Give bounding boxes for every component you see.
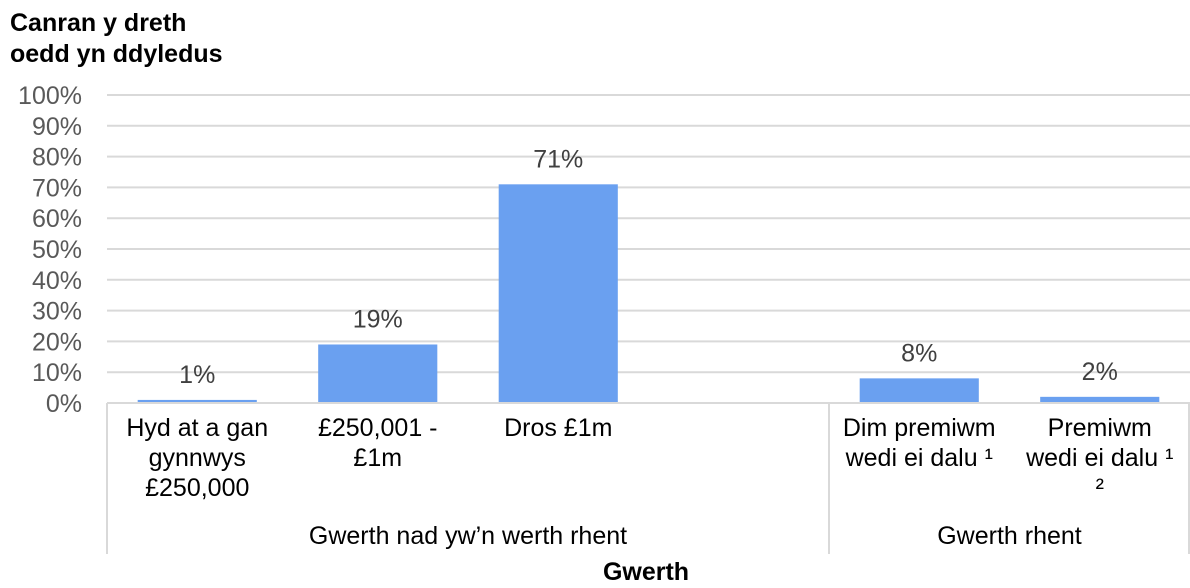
y-tick-label: 80% — [32, 144, 82, 172]
group-label: Gwerth nad yw’n werth rhent — [309, 522, 627, 550]
category-label: Hyd at a gan — [126, 414, 268, 442]
bar — [1040, 396, 1160, 403]
group-label: Gwerth rhent — [937, 522, 1082, 550]
bars: 1% 19% 71% 8% 2% — [137, 145, 1160, 403]
category-label: ² — [1096, 474, 1104, 502]
y-tick-label: 0% — [46, 390, 82, 418]
category-label: wedi ei dalu ¹ — [845, 444, 993, 472]
category-label: Dim premiwm — [843, 414, 996, 442]
data-label: 8% — [901, 339, 937, 367]
y-tick-label: 60% — [32, 205, 82, 233]
bar — [498, 184, 618, 403]
y-tick-label: 50% — [32, 236, 82, 264]
category-label: £250,001 - — [318, 414, 438, 442]
data-label: 1% — [179, 361, 215, 389]
y-tick-label: 90% — [32, 113, 82, 141]
y-axis-ticks: 0% 10% 20%30% 40% 50% 60% 70%80% 90% 100% — [18, 82, 82, 418]
x-axis-title: Gwerth — [603, 558, 689, 586]
y-tick-label: 100% — [18, 82, 82, 110]
bar — [137, 399, 257, 403]
y-axis-title: Canran y dreth oedd yn ddyledus — [10, 9, 223, 68]
category-label: Dros £1m — [504, 414, 612, 442]
category-label: £1m — [353, 444, 402, 472]
y-tick-label: 10% — [32, 359, 82, 387]
category-label: gynnwys — [149, 444, 246, 472]
category-label: £250,000 — [145, 474, 249, 502]
y-tick-label: 30% — [32, 298, 82, 326]
gridlines — [107, 94, 1190, 374]
y-tick-label: 70% — [32, 174, 82, 202]
data-label: 2% — [1082, 358, 1118, 386]
bar — [859, 378, 979, 403]
data-label: 71% — [533, 145, 583, 173]
category-label: wedi ei dalu ¹ — [1025, 444, 1173, 472]
y-tick-label: 40% — [32, 267, 82, 295]
bar — [318, 344, 438, 403]
data-label: 19% — [353, 305, 403, 333]
category-label: Premiwm — [1048, 414, 1152, 442]
y-tick-label: 20% — [32, 328, 82, 356]
